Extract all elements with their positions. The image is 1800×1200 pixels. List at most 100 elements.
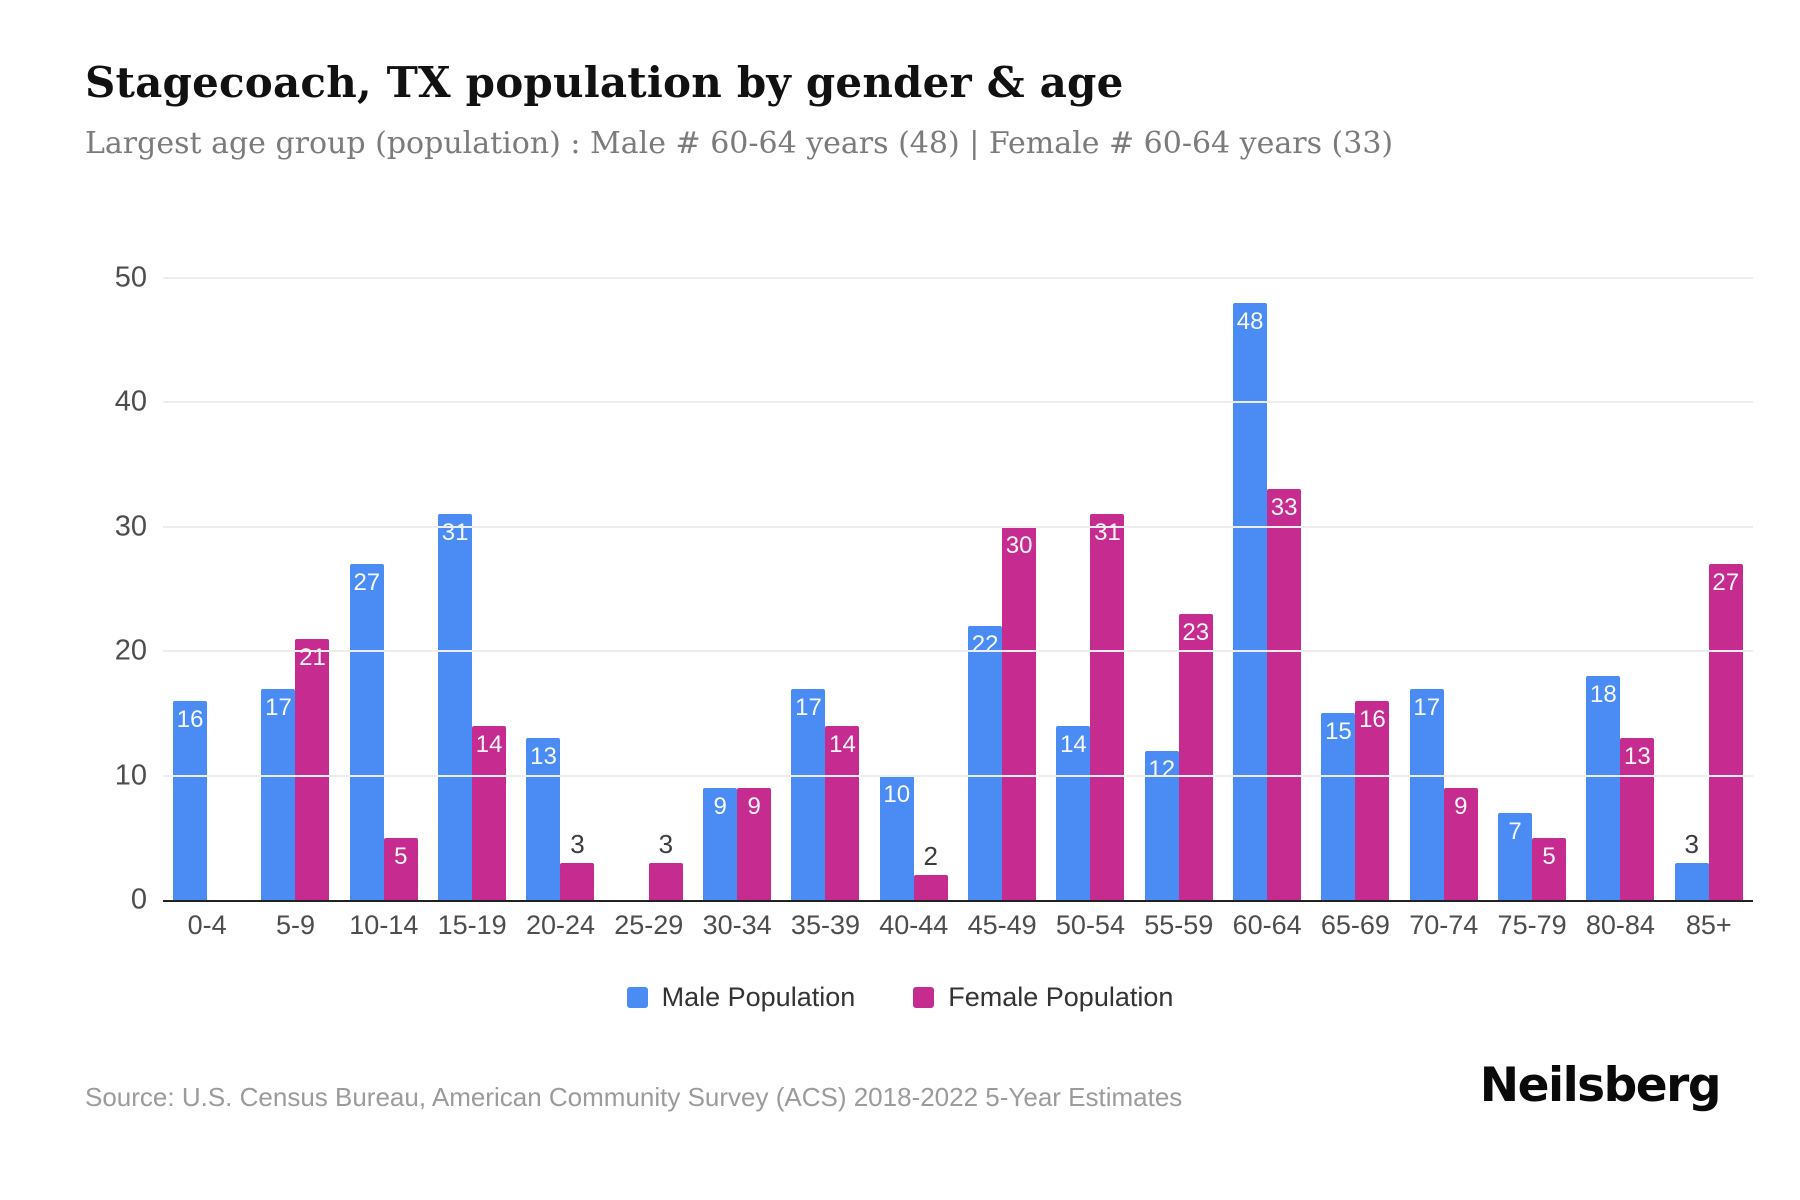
x-tick-25-29: 25-29	[614, 910, 684, 940]
bar-group-20-24: 13 3	[516, 278, 604, 900]
value-label-inside: 13	[530, 743, 557, 771]
bar-group-65-69: 15 16	[1311, 278, 1399, 900]
bar-group-55-59: 12 23	[1135, 278, 1223, 900]
bar-female-80-84[interactable]: 13	[1620, 738, 1655, 900]
legend-item-male[interactable]: Male Population	[626, 982, 856, 1013]
barcell-female-55-59: 23	[1178, 613, 1213, 900]
bar-male-0-4[interactable]: 16	[173, 700, 208, 900]
barcell-male-0-4: 16	[173, 700, 208, 900]
bar-female-25-29[interactable]	[648, 862, 683, 900]
barcell-male-85+: 3	[1674, 829, 1709, 900]
value-label-inside: 16	[1359, 705, 1386, 733]
bar-female-70-74[interactable]: 9	[1443, 788, 1478, 900]
value-label-inside: 18	[1590, 681, 1617, 709]
bar-male-30-34[interactable]: 9	[703, 788, 738, 900]
x-tick-15-19: 15-19	[437, 910, 507, 940]
value-label-inside: 30	[1005, 531, 1033, 559]
barcell-female-85+: 27	[1708, 564, 1743, 900]
bar-male-60-64[interactable]: 48	[1233, 302, 1268, 900]
bar-male-75-79[interactable]: 7	[1498, 812, 1533, 900]
x-tick-55-59: 55-59	[1144, 910, 1214, 940]
x-tick-5-9: 5-9	[275, 910, 315, 940]
bar-female-5-9[interactable]: 21	[295, 638, 330, 900]
bar-male-5-9[interactable]: 17	[261, 688, 296, 900]
legend-label-male: Male Population	[661, 982, 856, 1012]
y-tick-30: 30	[114, 510, 147, 543]
legend-item-female[interactable]: Female Population	[913, 982, 1173, 1013]
x-tick-35-39: 35-39	[790, 910, 860, 940]
bar-male-70-74[interactable]: 17	[1409, 688, 1444, 900]
barcell-female-20-24: 3	[560, 829, 595, 900]
barcell-male-20-24: 13	[526, 738, 561, 900]
bar-female-85+[interactable]: 27	[1708, 564, 1743, 900]
bar-male-15-19[interactable]: 31	[438, 514, 473, 900]
x-tick-85+: 85+	[1685, 910, 1732, 940]
bar-female-15-19[interactable]: 14	[472, 725, 507, 900]
bar-group-35-39: 17 14	[781, 278, 869, 900]
barcell-female-30-34: 9	[737, 788, 772, 900]
bar-female-65-69[interactable]: 16	[1355, 700, 1390, 900]
barcell-male-70-74: 17	[1409, 688, 1444, 900]
value-label-inside: 9	[713, 793, 727, 821]
gridline-10	[163, 774, 1753, 777]
bar-male-55-59[interactable]: 12	[1144, 750, 1179, 900]
x-tick-80-84: 80-84	[1585, 910, 1655, 940]
bar-female-60-64[interactable]: 33	[1267, 489, 1302, 900]
bar-female-75-79[interactable]: 5	[1532, 837, 1567, 900]
bar-male-50-54[interactable]: 14	[1056, 725, 1091, 900]
bar-male-80-84[interactable]: 18	[1586, 676, 1621, 900]
barcell-male-35-39: 17	[791, 688, 826, 900]
bar-female-35-39[interactable]: 14	[825, 725, 860, 900]
y-tick-10: 10	[114, 759, 147, 792]
barcell-male-5-9: 17	[261, 688, 296, 900]
bar-male-65-69[interactable]: 15	[1321, 713, 1356, 900]
bar-female-40-44[interactable]	[913, 875, 948, 900]
bar-female-50-54[interactable]: 31	[1090, 514, 1125, 900]
value-label-inside: 23	[1182, 618, 1210, 646]
bar-male-45-49[interactable]: 22	[968, 626, 1003, 900]
x-tick-40-44: 40-44	[879, 910, 949, 940]
bar-female-20-24[interactable]	[560, 862, 595, 900]
x-tick-45-49: 45-49	[967, 910, 1037, 940]
bar-group-10-14: 27 5	[340, 278, 428, 900]
neilsberg-logo: Neilsberg	[1479, 1058, 1722, 1113]
bar-male-85+[interactable]	[1674, 862, 1709, 900]
value-label-above: 2	[923, 841, 939, 872]
value-label-inside: 17	[1413, 693, 1441, 721]
barcell-female-75-79: 5	[1532, 837, 1567, 900]
barcell-male-55-59: 12	[1144, 750, 1179, 900]
barcell-male-45-49: 22	[968, 626, 1003, 900]
bar-male-35-39[interactable]: 17	[791, 688, 826, 900]
bar-female-45-49[interactable]: 30	[1002, 526, 1037, 900]
x-tick-60-64: 60-64	[1232, 910, 1302, 940]
bar-group-0-4: 16	[163, 278, 251, 900]
source-attribution: Source: U.S. Census Bureau, American Com…	[85, 1082, 1183, 1112]
value-label-inside: 7	[1508, 817, 1522, 845]
population-bar-chart: 16 17 21 27 5 31 14 13 3 3 9 9 17 14 10 2 22 30 14 31 12 23 48…	[85, 262, 1753, 941]
barcell-female-10-14: 5	[383, 837, 418, 900]
x-tick-65-69: 65-69	[1320, 910, 1390, 940]
x-tick-50-54: 50-54	[1055, 910, 1125, 940]
barcell-female-45-49: 30	[1002, 526, 1037, 900]
value-label-inside: 14	[829, 730, 856, 758]
bar-male-20-24[interactable]: 13	[526, 738, 561, 900]
x-tick-0-4: 0-4	[187, 910, 227, 940]
bar-group-40-44: 10 2	[870, 278, 958, 900]
bar-group-85+: 3 27	[1665, 278, 1753, 900]
bar-group-60-64: 48 33	[1223, 278, 1311, 900]
barcell-female-15-19: 14	[472, 725, 507, 900]
bar-group-80-84: 18 13	[1576, 278, 1664, 900]
bar-female-30-34[interactable]: 9	[737, 788, 772, 900]
page-title: Stagecoach, TX population by gender & ag…	[85, 58, 1124, 107]
bar-male-10-14[interactable]: 27	[349, 564, 384, 900]
bar-groups: 16 17 21 27 5 31 14 13 3 3 9 9 17 14 10 2 22 30 14 31 12 23 48…	[163, 278, 1753, 900]
value-label-inside: 48	[1236, 307, 1264, 335]
value-label-inside: 21	[299, 643, 326, 671]
bar-female-10-14[interactable]: 5	[383, 837, 418, 900]
gridline-20	[163, 650, 1753, 653]
value-label-above: 3	[570, 828, 585, 859]
bar-female-55-59[interactable]: 23	[1178, 613, 1213, 900]
barcell-male-10-14: 27	[349, 564, 384, 900]
bar-male-40-44[interactable]: 10	[879, 775, 914, 900]
value-label-inside: 14	[475, 730, 503, 758]
